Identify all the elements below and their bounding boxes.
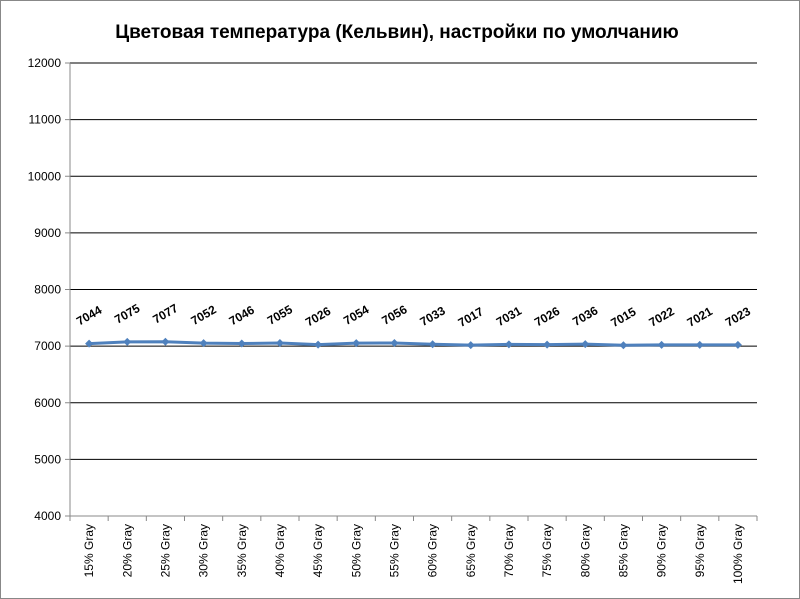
- marker: [85, 339, 94, 348]
- marker: [466, 341, 475, 350]
- x-tick-label: 85% Gray: [616, 524, 630, 577]
- y-tick-label: 7000: [34, 339, 61, 353]
- marker: [275, 339, 284, 348]
- chart-title: Цветовая температура (Кельвин), настройк…: [115, 22, 679, 43]
- x-tick-label: 15% Gray: [82, 524, 96, 577]
- x-tick-label: 25% Gray: [158, 524, 172, 577]
- x-tick-label: 75% Gray: [540, 524, 554, 577]
- y-tick-label: 9000: [34, 226, 61, 240]
- marker: [161, 337, 170, 346]
- marker: [199, 339, 208, 348]
- y-tick-label: 10000: [28, 169, 62, 183]
- x-tick-label: 70% Gray: [502, 524, 516, 577]
- x-tick-label: 100% Gray: [731, 524, 745, 584]
- y-tick-label: 5000: [34, 452, 61, 466]
- x-tick-label: 80% Gray: [578, 524, 592, 577]
- marker: [657, 340, 666, 349]
- x-tick-label: 20% Gray: [120, 524, 134, 577]
- x-tick-label: 95% Gray: [693, 524, 707, 577]
- x-tick-label: 35% Gray: [235, 524, 249, 577]
- line: [89, 340, 738, 347]
- marker: [390, 338, 399, 347]
- marker: [428, 340, 437, 349]
- marker: [543, 340, 552, 349]
- x-tick-label: 45% Gray: [311, 524, 325, 577]
- marker: [352, 339, 361, 348]
- y-tick-label: 8000: [34, 283, 61, 297]
- x-tick-label: 30% Gray: [197, 524, 211, 577]
- marker: [619, 341, 628, 350]
- marker: [695, 340, 704, 349]
- y-tick-label: 12000: [28, 56, 62, 70]
- x-tick-label: 40% Gray: [273, 524, 287, 577]
- x-tick-label: 65% Gray: [464, 524, 478, 577]
- x-tick-label: 55% Gray: [387, 524, 401, 577]
- y-tick-label: 11000: [29, 113, 62, 127]
- marker: [581, 340, 590, 349]
- x-tick-label: 50% Gray: [349, 524, 363, 577]
- marker: [733, 340, 742, 349]
- marker: [314, 340, 323, 349]
- y-tick-label: 4000: [34, 509, 61, 523]
- y-tick-label: 6000: [34, 396, 61, 410]
- marker: [504, 340, 513, 349]
- x-tick-label: 60% Gray: [426, 524, 440, 577]
- marker: [123, 337, 132, 346]
- x-tick-label: 90% Gray: [655, 524, 669, 577]
- marker: [237, 339, 246, 348]
